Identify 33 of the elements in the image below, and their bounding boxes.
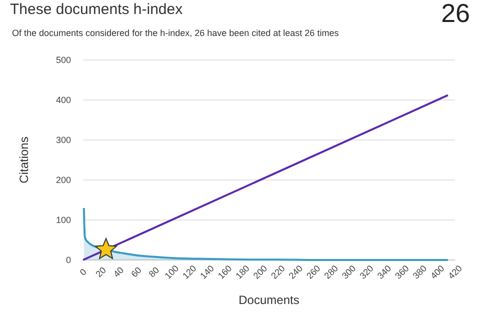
x-tick-label: 260	[304, 263, 322, 281]
chart-title: These documents h-index	[10, 1, 184, 18]
x-tick-label: 100	[162, 263, 181, 281]
y-tick-label: 400	[56, 95, 71, 106]
x-tick-label: 300	[340, 263, 358, 281]
y-axis-title: Citations	[17, 136, 31, 184]
x-tick-label: 20	[94, 265, 108, 280]
x-tick-label: 360	[393, 263, 411, 281]
x-tick-label: 380	[410, 263, 429, 281]
y-tick-label: 500	[56, 55, 71, 66]
x-tick-label: 80	[146, 265, 162, 280]
x-tick-label: 140	[198, 263, 216, 281]
x-tick-label: 40	[111, 265, 126, 280]
x-tick-label: 320	[358, 263, 376, 281]
x-tick-label: 200	[251, 263, 270, 281]
y-tick-label: 200	[56, 175, 71, 186]
x-tick-label: 400	[428, 263, 446, 281]
x-tick-label: 220	[269, 263, 287, 281]
x-tick-label: 60	[129, 265, 144, 280]
text: 26	[441, 0, 470, 28]
y-tick-label: 0	[66, 255, 71, 266]
x-tick-label: 340	[375, 263, 394, 281]
y-tick-label: 300	[56, 135, 71, 146]
x-tick-label: 160	[216, 263, 234, 281]
y-tick-label: 100	[56, 215, 71, 226]
x-tick-label: 180	[234, 263, 252, 281]
x-tick-label: 280	[322, 263, 340, 281]
x-tick-label: 420	[446, 263, 464, 281]
x-tick-label: 240	[286, 263, 305, 281]
x-tick-label: 0	[78, 266, 88, 278]
chart-subtitle: Of the documents considered for the h-index, 26 have been cited at least 26 times	[12, 28, 340, 38]
x-axis-title: Documents	[238, 293, 300, 307]
x-tick-label: 120	[180, 263, 198, 281]
